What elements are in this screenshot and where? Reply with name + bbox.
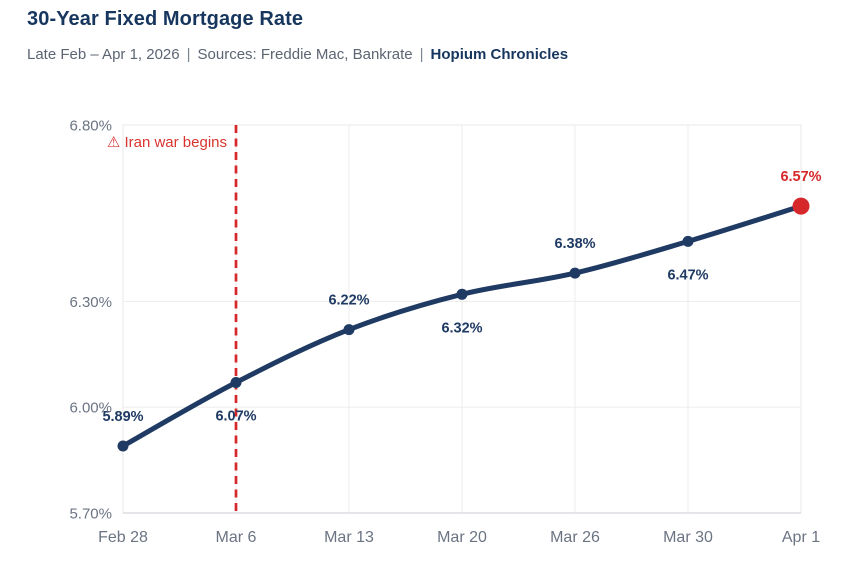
subtitle-separator: | [419, 46, 424, 63]
data-point-label: 6.47% [667, 267, 708, 283]
x-tick-label: Feb 28 [98, 529, 148, 546]
y-tick-label: 6.30% [69, 294, 112, 311]
x-tick-label: Apr 1 [782, 529, 820, 546]
chart-title: 30-Year Fixed Mortgage Rate [27, 8, 304, 30]
data-point [230, 377, 242, 388]
y-tick-label: 6.80% [69, 118, 112, 135]
y-tick-label: 5.70% [69, 506, 112, 523]
y-tick-label: 6.00% [69, 400, 112, 417]
data-point [456, 288, 468, 300]
subtitle-date-range: Late Feb – Apr 1, 2026 [27, 46, 180, 63]
annotation-iran-war-begins: ⚠ Iran war begins [107, 134, 227, 151]
x-tick-label: Mar 20 [437, 529, 487, 546]
subtitle-sources: Sources: Freddie Mac, Bankrate [197, 46, 413, 63]
x-tick-label: Mar 13 [324, 529, 374, 546]
chart-subtitle: Late Feb – Apr 1, 2026 | Sources: Freddie … [27, 46, 837, 63]
subtitle-brand: Hopium Chronicles [430, 46, 569, 63]
data-point [343, 324, 355, 336]
data-point [117, 440, 129, 452]
subtitle-separator: | [186, 46, 191, 63]
data-point [569, 267, 581, 279]
data-point-label: 6.38% [554, 236, 595, 252]
data-point [792, 197, 810, 215]
data-point-label: 5.89% [102, 409, 143, 425]
x-tick-label: Mar 26 [550, 529, 600, 546]
x-tick-label: Mar 30 [663, 529, 713, 546]
chart-header: 30-Year Fixed Mortgage Rate Late Feb – A… [27, 8, 837, 63]
data-point-label: 6.32% [441, 320, 482, 336]
data-point-label: 6.57% [780, 169, 821, 185]
data-point [682, 235, 694, 247]
data-point-label: 6.07% [215, 409, 256, 425]
x-tick-label: Mar 6 [216, 529, 257, 546]
data-point-label: 6.22% [328, 293, 369, 309]
